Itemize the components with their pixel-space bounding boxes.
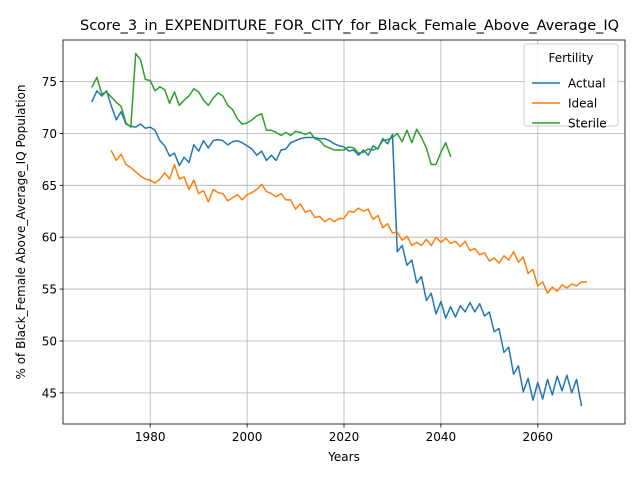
axis-ticks: 1980 2000 2020 2040 2060 45 50 55 60 65 70 75 <box>42 75 553 444</box>
x-tick-label: 1980 <box>135 430 166 444</box>
y-tick-label: 45 <box>42 386 57 400</box>
series-line-ideal <box>110 150 587 294</box>
chart-title: Score_3_in_EXPENDITURE_FOR_CITY_for_Blac… <box>80 18 619 34</box>
y-tick-label: 60 <box>42 231 57 245</box>
series-lines <box>91 52 587 407</box>
legend-entries: Actual Ideal Sterile <box>532 77 607 131</box>
y-tick-label: 65 <box>42 179 57 193</box>
x-tick-label: 2060 <box>523 430 554 444</box>
x-tick-label: 2000 <box>232 430 263 444</box>
legend-label-ideal: Ideal <box>568 97 597 111</box>
legend-label-sterile: Sterile <box>568 117 607 131</box>
y-tick-label: 50 <box>42 334 57 348</box>
x-tick-label: 2040 <box>426 430 457 444</box>
series-line-actual <box>91 90 583 407</box>
legend-label-actual: Actual <box>568 77 606 91</box>
legend-title: Fertility <box>548 51 593 65</box>
x-axis-label: Years <box>327 450 360 464</box>
x-tick-label: 2020 <box>329 430 360 444</box>
legend-box <box>523 43 619 127</box>
series-line-sterile <box>91 52 452 166</box>
legend: Fertility Actual Ideal Sterile <box>523 43 619 131</box>
y-tick-label: 70 <box>42 127 57 141</box>
y-tick-label: 55 <box>42 283 57 297</box>
y-axis-label: % of Black_Female Above_Average_IQ Popul… <box>14 84 28 379</box>
y-tick-label: 75 <box>42 75 57 89</box>
